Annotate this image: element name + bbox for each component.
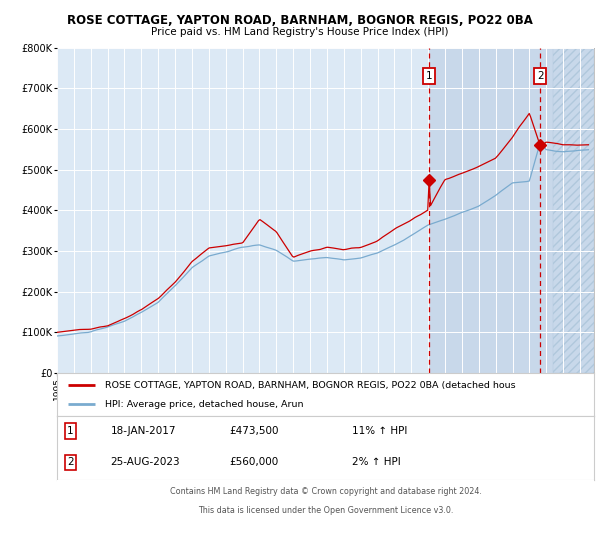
Bar [429,48,594,373]
Text: 1: 1 [425,71,433,81]
Text: 11% ↑ HPI: 11% ↑ HPI [352,426,408,436]
Text: This data is licensed under the Open Government Licence v3.0.: This data is licensed under the Open Gov… [198,506,453,515]
Bar [553,48,594,373]
Text: Price paid vs. HM Land Registry's House Price Index (HPI): Price paid vs. HM Land Registry's House … [151,27,449,37]
Text: 2% ↑ HPI: 2% ↑ HPI [352,458,401,468]
Text: 2: 2 [67,458,74,468]
Text: 2: 2 [537,71,544,81]
Text: 25-AUG-2023: 25-AUG-2023 [111,458,181,468]
Text: HPI: Average price, detached house, Arun: HPI: Average price, detached house, Arun [106,400,304,409]
Text: ROSE COTTAGE, YAPTON ROAD, BARNHAM, BOGNOR REGIS, PO22 0BA (detached hous: ROSE COTTAGE, YAPTON ROAD, BARNHAM, BOGN… [106,380,516,390]
Text: Contains HM Land Registry data © Crown copyright and database right 2024.: Contains HM Land Registry data © Crown c… [170,487,481,496]
Text: £560,000: £560,000 [229,458,278,468]
Text: 1: 1 [67,426,74,436]
Text: £473,500: £473,500 [229,426,278,436]
Text: 18-JAN-2017: 18-JAN-2017 [111,426,176,436]
Text: ROSE COTTAGE, YAPTON ROAD, BARNHAM, BOGNOR REGIS, PO22 0BA: ROSE COTTAGE, YAPTON ROAD, BARNHAM, BOGN… [67,14,533,27]
